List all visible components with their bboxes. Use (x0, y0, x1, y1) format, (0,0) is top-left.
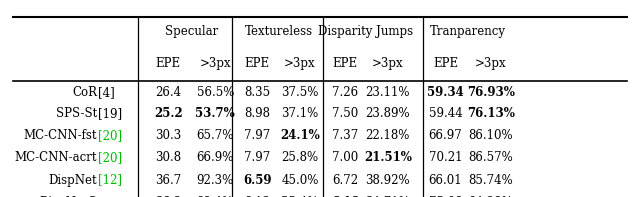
Text: 21.51%: 21.51% (364, 151, 412, 164)
Text: 65.7%: 65.7% (196, 129, 234, 142)
Text: MC-CNN-acrt: MC-CNN-acrt (15, 151, 97, 164)
Text: [20]: [20] (98, 151, 122, 164)
Text: 23.11%: 23.11% (365, 86, 410, 99)
Text: Textureless: Textureless (245, 25, 314, 38)
Text: 34.71%: 34.71% (365, 196, 410, 197)
Text: Tranparency: Tranparency (429, 25, 506, 38)
Text: 8.13: 8.13 (244, 196, 270, 197)
Text: 88.4%: 88.4% (196, 196, 234, 197)
Text: 36.3: 36.3 (155, 196, 181, 197)
Text: 24.1%: 24.1% (280, 129, 320, 142)
Text: Disparity Jumps: Disparity Jumps (318, 25, 413, 38)
Text: 59.44: 59.44 (429, 107, 462, 120)
Text: Specular: Specular (164, 25, 218, 38)
Text: EPE: EPE (244, 57, 270, 70)
Text: EPE: EPE (156, 57, 180, 70)
Text: 22.18%: 22.18% (365, 129, 410, 142)
Text: 55.4%: 55.4% (281, 196, 319, 197)
Text: 8.98: 8.98 (244, 107, 270, 120)
Text: 94.28%: 94.28% (468, 196, 513, 197)
Text: 86.57%: 86.57% (468, 151, 513, 164)
Text: 59.34: 59.34 (427, 86, 464, 99)
Text: CoR: CoR (72, 86, 97, 99)
Text: 85.74%: 85.74% (468, 174, 513, 187)
Text: 92.3%: 92.3% (196, 174, 234, 187)
Text: 75.08: 75.08 (429, 196, 462, 197)
Text: 76.13%: 76.13% (467, 107, 515, 120)
Text: EPE: EPE (333, 57, 358, 70)
Text: 30.8: 30.8 (155, 151, 181, 164)
Text: DispNetC: DispNetC (40, 196, 97, 197)
Text: 37.5%: 37.5% (281, 86, 319, 99)
Text: 7.26: 7.26 (332, 86, 358, 99)
Text: MC-CNN-fst: MC-CNN-fst (24, 129, 97, 142)
Text: 45.0%: 45.0% (281, 174, 319, 187)
Text: >3px: >3px (200, 57, 231, 70)
Text: 7.50: 7.50 (332, 107, 358, 120)
Text: >3px: >3px (284, 57, 316, 70)
Text: 66.01: 66.01 (429, 174, 462, 187)
Text: SPS-St: SPS-St (56, 107, 97, 120)
Text: EPE: EPE (433, 57, 458, 70)
Text: [12]: [12] (98, 174, 122, 187)
Text: 25.8%: 25.8% (282, 151, 319, 164)
Text: 7.97: 7.97 (244, 151, 271, 164)
Text: 8.35: 8.35 (244, 86, 270, 99)
Text: 86.10%: 86.10% (468, 129, 513, 142)
Text: 70.21: 70.21 (429, 151, 462, 164)
Text: DispNet: DispNet (49, 174, 97, 187)
Text: [4]: [4] (98, 86, 115, 99)
Text: 6.72: 6.72 (332, 174, 358, 187)
Text: [20]: [20] (98, 129, 122, 142)
Text: 7.97: 7.97 (244, 129, 271, 142)
Text: 25.2: 25.2 (154, 107, 182, 120)
Text: 56.5%: 56.5% (196, 86, 234, 99)
Text: 36.7: 36.7 (155, 174, 181, 187)
Text: 6.18: 6.18 (331, 196, 359, 197)
Text: [12]: [12] (98, 196, 122, 197)
Text: 66.97: 66.97 (429, 129, 462, 142)
Text: 23.89%: 23.89% (365, 107, 410, 120)
Text: >3px: >3px (372, 57, 404, 70)
Text: 38.92%: 38.92% (365, 174, 410, 187)
Text: 53.7%: 53.7% (195, 107, 235, 120)
Text: >3px: >3px (475, 57, 506, 70)
Text: 66.9%: 66.9% (196, 151, 234, 164)
Text: [19]: [19] (98, 107, 122, 120)
Text: 37.1%: 37.1% (282, 107, 319, 120)
Text: 30.3: 30.3 (155, 129, 181, 142)
Text: 7.00: 7.00 (332, 151, 358, 164)
Text: 7.37: 7.37 (332, 129, 358, 142)
Text: 26.4: 26.4 (155, 86, 181, 99)
Text: 6.59: 6.59 (243, 174, 271, 187)
Text: 76.93%: 76.93% (467, 86, 515, 99)
